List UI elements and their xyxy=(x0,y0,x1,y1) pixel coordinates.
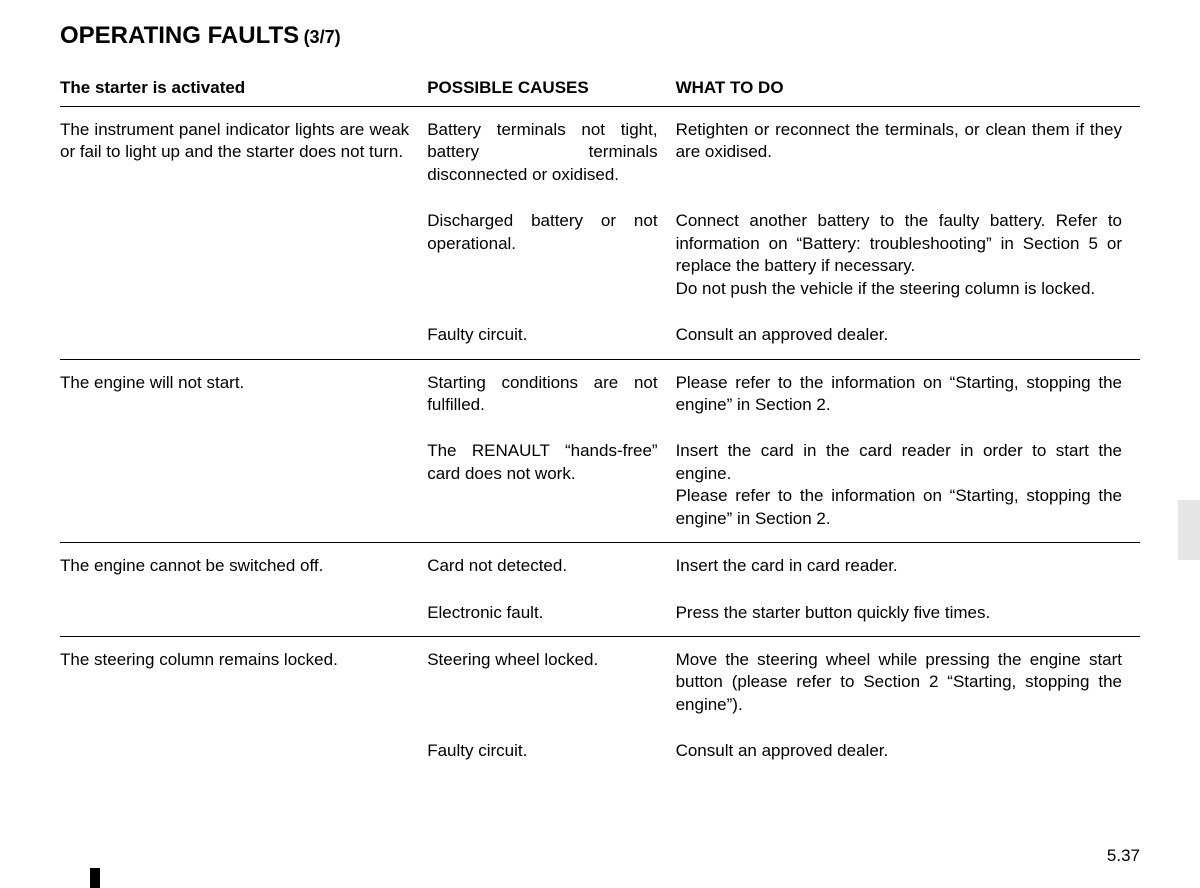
action-cell: Insert the card in the card reader in or… xyxy=(676,428,1140,542)
cause-cell: The RENAULT “hands-free” card does not w… xyxy=(427,428,675,542)
header-symptom: The starter is activated xyxy=(60,72,427,107)
action-cell: Retighten or reconnect the terminals, or… xyxy=(676,107,1140,199)
cause-cell: Discharged battery or not operational. xyxy=(427,198,675,312)
faults-table: The starter is activated POSSIBLE CAUSES… xyxy=(60,72,1140,775)
header-cause: POSSIBLE CAUSES xyxy=(427,72,675,107)
table-row: The engine will not start.Starting condi… xyxy=(60,359,1140,428)
page-title: OPERATING FAULTS (3/7) xyxy=(60,22,1140,50)
table-row: The steering column remains locked.Steer… xyxy=(60,637,1140,729)
table-row: The instrument panel indicator lights ar… xyxy=(60,107,1140,199)
symptom-cell xyxy=(60,198,427,312)
cause-cell: Steering wheel locked. xyxy=(427,637,675,729)
action-cell: Please refer to the information on “Star… xyxy=(676,359,1140,428)
symptom-cell: The engine will not start. xyxy=(60,359,427,428)
action-cell: Press the starter button quickly five ti… xyxy=(676,590,1140,636)
action-cell: Consult an approved dealer. xyxy=(676,312,1140,358)
symptom-cell: The engine cannot be switched off. xyxy=(60,543,427,590)
cause-cell: Battery terminals not tight, battery ter… xyxy=(427,107,675,199)
cause-cell: Card not detected. xyxy=(427,543,675,590)
table-row: Faulty circuit.Consult an approved deale… xyxy=(60,728,1140,774)
action-cell: Insert the card in card reader. xyxy=(676,543,1140,590)
page-number: 5.37 xyxy=(1107,846,1140,866)
cause-cell: Electronic fault. xyxy=(427,590,675,636)
title-main: OPERATING FAULTS xyxy=(60,22,299,49)
table-row: Faulty circuit.Consult an approved deale… xyxy=(60,312,1140,358)
action-cell: Connect another battery to the faulty ba… xyxy=(676,198,1140,312)
section-tab xyxy=(1178,500,1200,560)
header-action: WHAT TO DO xyxy=(676,72,1140,107)
cause-cell: Starting conditions are not fulfilled. xyxy=(427,359,675,428)
table-row: Electronic fault.Press the starter butto… xyxy=(60,590,1140,636)
crop-mark xyxy=(90,868,100,888)
table-row: The RENAULT “hands-free” card does not w… xyxy=(60,428,1140,542)
symptom-cell xyxy=(60,590,427,636)
symptom-cell: The instrument panel indicator lights ar… xyxy=(60,107,427,199)
cause-cell: Faulty circuit. xyxy=(427,728,675,774)
symptom-cell xyxy=(60,312,427,358)
symptom-cell xyxy=(60,428,427,542)
table-header-row: The starter is activated POSSIBLE CAUSES… xyxy=(60,72,1140,107)
symptom-cell: The steering column remains locked. xyxy=(60,637,427,729)
action-cell: Consult an approved dealer. xyxy=(676,728,1140,774)
document-page: OPERATING FAULTS (3/7) The starter is ac… xyxy=(0,0,1200,775)
cause-cell: Faulty circuit. xyxy=(427,312,675,358)
title-sub: (3/7) xyxy=(304,27,341,47)
table-body: The instrument panel indicator lights ar… xyxy=(60,107,1140,775)
table-row: Discharged battery or not operational.Co… xyxy=(60,198,1140,312)
symptom-cell xyxy=(60,728,427,774)
action-cell: Move the steering wheel while pressing t… xyxy=(676,637,1140,729)
table-row: The engine cannot be switched off.Card n… xyxy=(60,543,1140,590)
